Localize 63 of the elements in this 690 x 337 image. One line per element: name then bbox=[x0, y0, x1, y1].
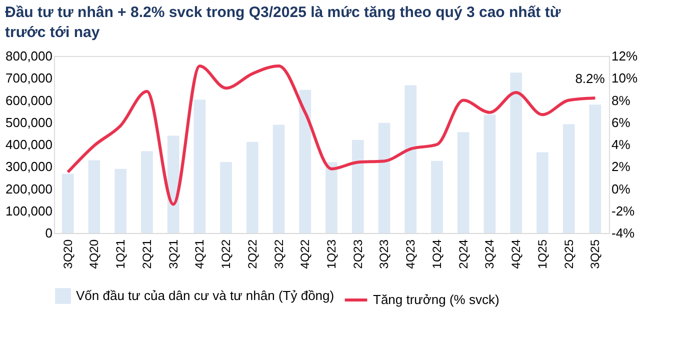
legend-label: Vốn đầu tư của dân cư và tư nhân (Tỷ đồng) bbox=[76, 288, 334, 303]
bar bbox=[378, 122, 390, 233]
bar bbox=[194, 100, 206, 233]
x-tick-label: 3Q21 bbox=[166, 239, 180, 269]
x-tick-label: 4Q23 bbox=[404, 239, 418, 269]
bar bbox=[246, 142, 258, 233]
bar bbox=[62, 174, 74, 233]
bar bbox=[114, 168, 127, 233]
bar bbox=[431, 160, 443, 233]
x-tick-label: 2Q23 bbox=[350, 239, 365, 269]
bar bbox=[220, 162, 232, 233]
x-tick-label: 2Q21 bbox=[140, 239, 154, 269]
bar bbox=[326, 162, 338, 233]
y-tick-label: 100,000 bbox=[6, 203, 52, 218]
bar bbox=[88, 160, 100, 233]
x-tick-label: 3Q24 bbox=[482, 239, 497, 269]
bar bbox=[352, 140, 364, 233]
x-tick-label: 1Q22 bbox=[219, 239, 234, 269]
x-tick-label: 2Q24 bbox=[456, 239, 470, 269]
y-tick-label: 400,000 bbox=[6, 137, 52, 152]
y2-tick-label: 0% bbox=[612, 181, 631, 196]
bar bbox=[589, 104, 602, 233]
y2-tick-label: -4% bbox=[612, 226, 636, 240]
y-tick-label: 700,000 bbox=[6, 70, 52, 86]
y-tick-label: 300,000 bbox=[6, 159, 52, 174]
y2-tick-label: 2% bbox=[612, 159, 631, 174]
annotation: 8.2% bbox=[575, 71, 606, 86]
y2-tick-label: 6% bbox=[612, 114, 631, 130]
x-tick-label: 3Q25 bbox=[588, 239, 602, 269]
legend-label: Tăng trưởng (% svck) bbox=[373, 292, 500, 307]
bar bbox=[562, 124, 575, 233]
y-tick-label: 200,000 bbox=[6, 181, 52, 196]
x-tick-label: 4Q22 bbox=[298, 239, 312, 269]
x-tick-label: 3Q23 bbox=[377, 239, 392, 269]
x-tick-label: 4Q24 bbox=[509, 239, 524, 269]
x-tick-label: 2Q25 bbox=[562, 239, 576, 269]
x-tick-label: 1Q24 bbox=[430, 239, 444, 269]
y-tick-label: 500,000 bbox=[6, 114, 52, 130]
bar bbox=[272, 124, 285, 233]
x-tick-label: 3Q22 bbox=[272, 239, 286, 269]
bar bbox=[536, 152, 548, 233]
bar bbox=[141, 151, 153, 233]
x-tick-label: 1Q25 bbox=[535, 239, 550, 269]
x-tick-label: 4Q21 bbox=[192, 239, 207, 269]
y-tick-label: 800,000 bbox=[6, 48, 52, 64]
x-tick-label: 1Q21 bbox=[114, 239, 128, 269]
bar bbox=[404, 85, 417, 233]
bar bbox=[484, 114, 496, 233]
y2-tick-label: 12% bbox=[612, 48, 638, 64]
bar bbox=[457, 132, 470, 233]
y-tick-label: 0 bbox=[45, 226, 52, 240]
x-tick-label: 2Q22 bbox=[245, 239, 260, 269]
x-tick-label: 3Q20 bbox=[60, 239, 75, 269]
x-tick-label: 4Q20 bbox=[87, 239, 102, 269]
x-tick-label: 1Q23 bbox=[324, 239, 338, 269]
bar bbox=[510, 72, 522, 233]
y2-tick-label: 10% bbox=[612, 70, 638, 86]
bar bbox=[299, 90, 312, 233]
chart-title: Đầu tư tư nhân + 8.2% svck trong Q3/2025 là mức tăng theo quý 3 cao nhất từ trước tới nay bbox=[5, 4, 561, 41]
y2-tick-label: 8% bbox=[612, 92, 631, 108]
y2-tick-label: 4% bbox=[612, 137, 631, 152]
y-tick-label: 600,000 bbox=[6, 92, 52, 108]
y2-tick-label: -2% bbox=[612, 203, 636, 218]
